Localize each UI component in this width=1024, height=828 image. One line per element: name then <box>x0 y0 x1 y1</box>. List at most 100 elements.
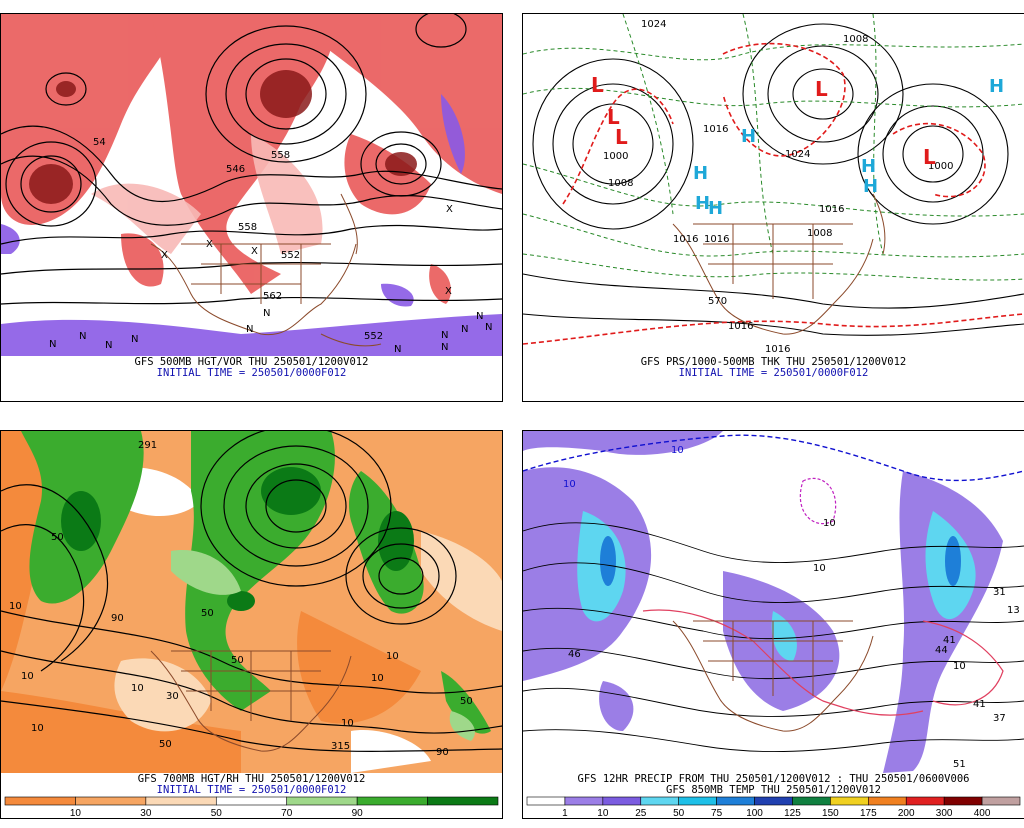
rh-colorbar-swatch <box>286 796 358 806</box>
contour-label: 41 <box>943 635 956 646</box>
contour-label: 1008 <box>608 178 633 189</box>
high-center: H <box>989 76 1004 97</box>
map-500mb-vorticity: 54 546 558 558 552 562 552 N N N N N N N… <box>1 14 502 356</box>
max-marker: X <box>445 286 452 297</box>
contour-label: 1016 <box>819 204 844 215</box>
rh-colorbar-label: 30 <box>140 808 152 818</box>
precip-colorbar-label: 200 <box>898 808 915 818</box>
rh-colorbar-swatch <box>427 796 499 806</box>
low-center: L <box>591 73 604 97</box>
max-marker: X <box>206 239 213 250</box>
contour-label: 41 <box>973 699 986 710</box>
rh-colorbar-swatch <box>356 796 428 806</box>
panel-500mb-hgt-vor: 54 546 558 558 552 562 552 N N N N N N N… <box>0 13 503 402</box>
high-centers: H H H H H H H <box>693 76 1004 219</box>
panel-initial-time: INITIAL TIME = 250501/0000F012 <box>156 367 347 379</box>
contour-label: 1000 <box>603 151 628 162</box>
precip-colorbar-label: 175 <box>860 808 877 818</box>
contour-label: 54 <box>93 137 106 148</box>
high-center: H <box>861 156 876 177</box>
contour-label: 13 <box>1007 605 1020 616</box>
min-marker: N <box>461 324 468 335</box>
contour-label: 50 <box>201 608 214 619</box>
low-center: L <box>923 145 936 169</box>
high-center: H <box>708 198 723 219</box>
low-center: L <box>615 125 628 149</box>
contour-label: 552 <box>281 250 300 261</box>
contour-label: 44 <box>935 645 948 656</box>
contour-label: 1000 <box>928 161 953 172</box>
precip-colorbar-label: 150 <box>822 808 839 818</box>
precip-colorbar-swatch <box>868 796 907 806</box>
rh-colorbar-label: 50 <box>211 808 223 818</box>
high-center: H <box>695 193 710 214</box>
min-marker: N <box>105 340 112 351</box>
precip-colorbar-swatch <box>981 796 1021 806</box>
precip-colorbar-swatch <box>716 796 755 806</box>
contour-label: 291 <box>138 440 157 451</box>
contour-label: 50 <box>51 532 64 543</box>
contour-label: 558 <box>271 150 290 161</box>
rh-colorbar: 10 30 50 70 90 <box>1 796 502 828</box>
precip-colorbar-label: 10 <box>597 808 609 818</box>
precip-colorbar-swatch <box>602 796 642 806</box>
vorticity-markers: N N N N N N N N N N N N X X X X X <box>49 204 492 355</box>
contour-label: 1016 <box>703 124 728 135</box>
high-center: H <box>863 176 878 197</box>
precip-colorbar-swatch <box>678 796 717 806</box>
panel-700mb-hgt-rh: 291 50 10 10 50 10 10 50 90 10 50 10 30 … <box>0 430 503 819</box>
precip-colorbar-swatch <box>526 796 566 806</box>
min-marker: N <box>441 342 448 353</box>
contour-labels: 54 546 558 558 552 562 552 <box>93 137 383 342</box>
panel-initial-time: INITIAL TIME = 250501/0000F012 <box>156 784 347 796</box>
low-center: L <box>815 77 828 101</box>
precip-colorbar-swatch <box>640 796 679 806</box>
precip-colorbar: 1 10 25 50 75 100 125 150 175 200 300 400 <box>523 796 1024 828</box>
panel-caption: GFS PRS/1000-500MB THK THU 250501/1200V0… <box>640 356 907 368</box>
max-marker: X <box>251 246 258 257</box>
contour-label: 562 <box>263 291 282 302</box>
rh-colorbar-swatch <box>4 796 76 806</box>
pressure-labels: 1024 1008 1000 1000 1016 1024 1008 1016 … <box>603 19 953 355</box>
precip-colorbar-label: 25 <box>635 808 647 818</box>
contour-label: 10 <box>9 601 22 612</box>
high-center: H <box>741 126 756 147</box>
contour-label: 10 <box>21 671 34 682</box>
panel-caption: GFS 700MB HGT/RH THU 250501/1200V012 <box>137 773 366 785</box>
contour-label: 1016 <box>728 321 753 332</box>
low-center: L <box>607 105 620 129</box>
min-marker: N <box>476 311 483 322</box>
min-marker: N <box>79 331 86 342</box>
contour-label: 1016 <box>704 234 729 245</box>
rh-colorbar-label: 90 <box>352 808 364 818</box>
contour-label: 30 <box>166 691 179 702</box>
contour-label: 50 <box>460 696 473 707</box>
precip-colorbar-swatch <box>905 796 945 806</box>
contour-label: 1016 <box>765 344 790 355</box>
contour-label: 1024 <box>641 19 666 30</box>
precip-colorbar-swatch <box>943 796 983 806</box>
map-precip-850-temp: 10 10 10 10 46 44 41 37 31 13 51 41 10 <box>523 431 1024 773</box>
contour-label: 31 <box>993 587 1006 598</box>
precip-colorbar-label: 100 <box>746 808 763 818</box>
rh-colorbar-label: 10 <box>70 808 82 818</box>
contour-label: 51 <box>953 759 966 770</box>
precip-colorbar-swatch <box>830 796 869 806</box>
contour-label: 1024 <box>785 149 810 160</box>
contour-label: 10 <box>31 723 44 734</box>
contour-label: 315 <box>331 741 350 752</box>
contour-label: 50 <box>159 739 172 750</box>
precip-colorbar-label: 75 <box>711 808 723 818</box>
contour-label: 10 <box>563 479 576 490</box>
min-marker: N <box>49 339 56 350</box>
panel-precip-temp: 10 10 10 10 46 44 41 37 31 13 51 41 10 G… <box>522 430 1024 819</box>
precip-colorbar-swatch <box>754 796 793 806</box>
precip-colorbar-swatch <box>564 796 604 806</box>
precip-colorbar-label: 1 <box>562 808 568 818</box>
panel-initial-time: INITIAL TIME = 250501/0000F012 <box>678 367 869 379</box>
contour-label: 1008 <box>843 34 868 45</box>
contour-label: 1008 <box>807 228 832 239</box>
rh-colorbar-label: 70 <box>281 808 293 818</box>
contour-label: 546 <box>226 164 245 175</box>
panel-caption: GFS 500MB HGT/VOR THU 250501/1200V012 <box>134 356 369 368</box>
